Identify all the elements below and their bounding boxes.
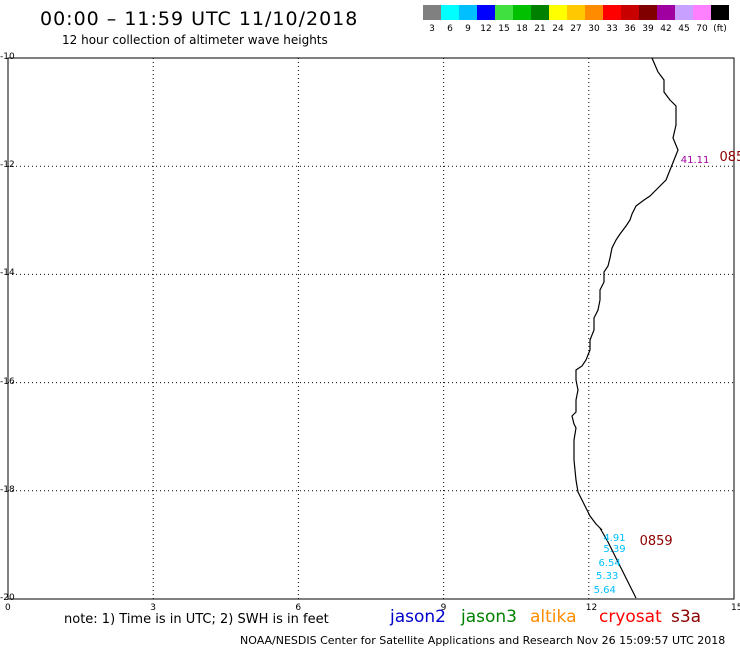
color-swatch [423,5,441,20]
color-swatch [441,5,459,20]
latitude-tick-label: -18 [0,484,15,495]
color-scale-label: 21 [534,24,546,34]
pass-time-label: 0859 [719,150,740,166]
color-scale-label: 18 [516,24,528,34]
longitude-tick-label: 6 [295,603,302,613]
longitude-tick-label: 15 [731,603,740,613]
color-scale-label: 24 [552,24,564,34]
longitude-tick-label: 0 [5,603,11,613]
color-swatch [459,5,477,20]
color-scale-label: 3 [429,24,435,34]
color-scale-label: 12 [480,24,492,34]
color-swatch [675,5,693,20]
latitude-tick-label: -16 [0,376,15,387]
color-scale-label: 15 [498,24,510,34]
wave-height-value: 6.54 [598,557,621,569]
color-swatch [693,5,711,20]
color-swatch [621,5,639,20]
color-scale-label: 36 [624,24,636,34]
color-scale-label: 42 [660,24,672,34]
legend-item-altika: altika [530,607,577,627]
color-swatch [549,5,567,20]
units-note: note: 1) Time is in UTC; 2) SWH is in fe… [64,612,329,627]
map-subtitle: 12 hour collection of altimeter wave hei… [62,33,328,47]
wave-height-value: 5.64 [593,584,616,596]
color-scale-label: 70 [696,24,708,34]
color-swatch [711,5,729,20]
latitude-tick-label: -10 [0,52,15,62]
wave-height-value: 5.33 [596,571,619,583]
color-swatch [603,5,621,20]
color-swatch [567,5,585,20]
legend-item-s3a: s3a [671,607,702,627]
color-swatch [657,5,675,20]
color-swatch [477,5,495,20]
credit-line: NOAA/NESDIS Center for Satellite Applica… [240,634,726,647]
color-scale-label: (ft) [713,24,727,34]
map-frame [7,57,735,600]
color-scale-label: 9 [465,24,471,34]
coastline [571,57,679,531]
color-scale-label: 33 [606,24,618,34]
pass-time-label: 0859 [639,534,673,550]
legend-item-jason2: jason2 [390,607,446,627]
color-swatch [513,5,531,20]
wave-height-value: 4.91 [603,533,626,545]
color-swatch [639,5,657,20]
color-swatch [531,5,549,20]
color-scale-label: 6 [447,24,453,34]
longitude-tick-label: 9 [440,603,447,613]
latitude-tick-label: -14 [0,268,15,279]
legend-item-cryosat: cryosat [599,607,662,627]
color-swatch [495,5,513,20]
latitude-tick-label: -20 [0,593,15,603]
grid-lines [8,58,734,599]
longitude-tick-label: 12 [585,603,598,613]
color-scale-label: 27 [570,24,582,34]
satellite-track [599,527,637,599]
latitude-tick-label: -12 [0,160,15,171]
color-scale-label: 30 [588,24,600,34]
longitude-tick-label: 3 [150,603,156,613]
color-swatch [585,5,603,20]
color-scale-label: 45 [678,24,690,34]
color-scale-label: 39 [642,24,654,34]
legend-item-jason3: jason3 [461,607,517,627]
map-title: 00:00 – 11:59 UTC 11/10/2018 [40,8,359,30]
wave-height-value: 41.11 [680,154,710,166]
wave-height-value: 5.39 [603,544,626,556]
